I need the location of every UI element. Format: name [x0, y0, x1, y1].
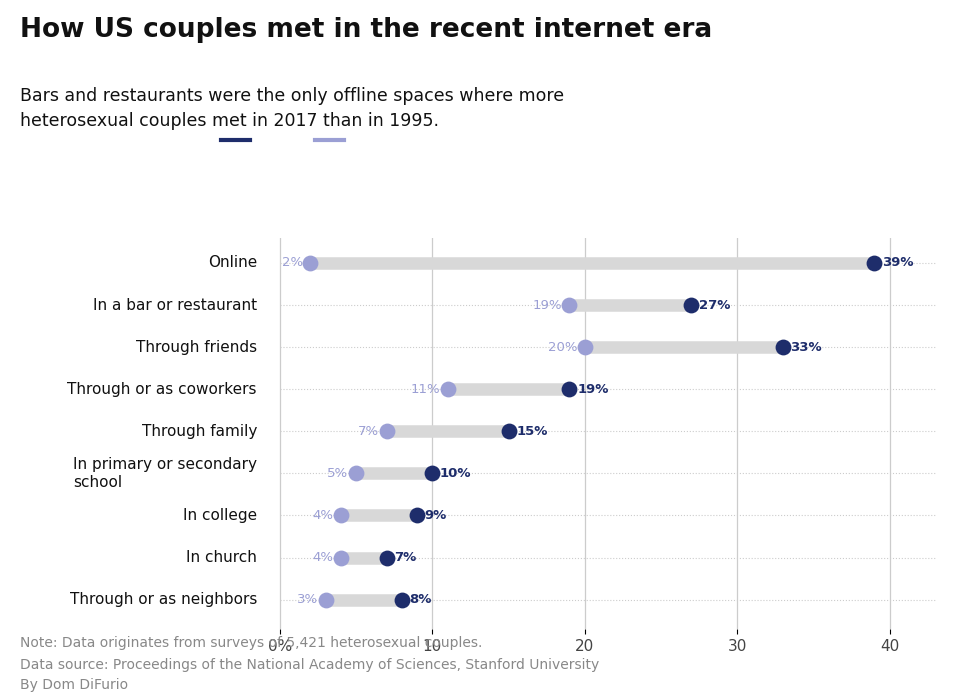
Point — [394, 594, 410, 605]
Text: 15%: 15% — [516, 425, 548, 438]
Text: Through or as neighbors: Through or as neighbors — [70, 592, 257, 607]
Point — [410, 510, 425, 521]
Text: In church: In church — [186, 550, 257, 565]
Point — [866, 257, 882, 268]
Point — [684, 299, 700, 310]
Text: 4%: 4% — [313, 509, 333, 522]
Point — [424, 468, 440, 479]
Text: 11%: 11% — [411, 382, 440, 396]
Text: By Dom DiFurio: By Dom DiFurio — [20, 678, 127, 692]
Text: 33%: 33% — [791, 340, 822, 354]
Text: 10%: 10% — [440, 467, 471, 480]
Point — [378, 552, 394, 563]
Text: 27%: 27% — [699, 298, 730, 312]
Text: Data source: Proceedings of the National Academy of Sciences, Stanford Universit: Data source: Proceedings of the National… — [20, 658, 599, 672]
Text: Online: Online — [208, 255, 257, 271]
Text: In primary or secondary
school: In primary or secondary school — [73, 457, 257, 489]
Point — [378, 426, 394, 437]
Text: 9%: 9% — [424, 509, 447, 522]
Text: 7%: 7% — [358, 425, 379, 438]
Text: How US couples met in the recent internet era: How US couples met in the recent interne… — [20, 17, 711, 43]
Text: 5%: 5% — [327, 467, 349, 480]
Text: 7%: 7% — [394, 551, 416, 564]
Text: Through or as coworkers: Through or as coworkers — [68, 382, 257, 397]
Text: 20%: 20% — [548, 340, 577, 354]
Text: Through family: Through family — [141, 424, 257, 439]
Point — [333, 510, 349, 521]
Point — [333, 552, 349, 563]
Text: 19%: 19% — [532, 298, 562, 312]
Point — [577, 342, 593, 353]
Text: 4%: 4% — [313, 551, 333, 564]
Text: 19%: 19% — [577, 382, 609, 396]
Point — [562, 299, 577, 310]
Text: In a bar or restaurant: In a bar or restaurant — [93, 298, 257, 312]
Text: Through friends: Through friends — [136, 340, 257, 354]
Point — [440, 384, 456, 395]
Text: 2%: 2% — [281, 257, 303, 269]
Text: 8%: 8% — [410, 593, 432, 606]
Point — [775, 342, 791, 353]
Point — [501, 426, 516, 437]
Point — [303, 257, 318, 268]
Text: heterosexual couples met in 2017 than in 1995.: heterosexual couples met in 2017 than in… — [20, 112, 439, 130]
Point — [318, 594, 333, 605]
Point — [562, 384, 577, 395]
Text: Note: Data originates from surveys of 5,421 heterosexual couples.: Note: Data originates from surveys of 5,… — [20, 636, 482, 650]
Point — [348, 468, 364, 479]
Text: 39%: 39% — [882, 257, 913, 269]
Text: In college: In college — [183, 508, 257, 523]
Text: 3%: 3% — [297, 593, 318, 606]
Text: Bars and restaurants were the only offline spaces where more: Bars and restaurants were the only offli… — [20, 87, 564, 106]
